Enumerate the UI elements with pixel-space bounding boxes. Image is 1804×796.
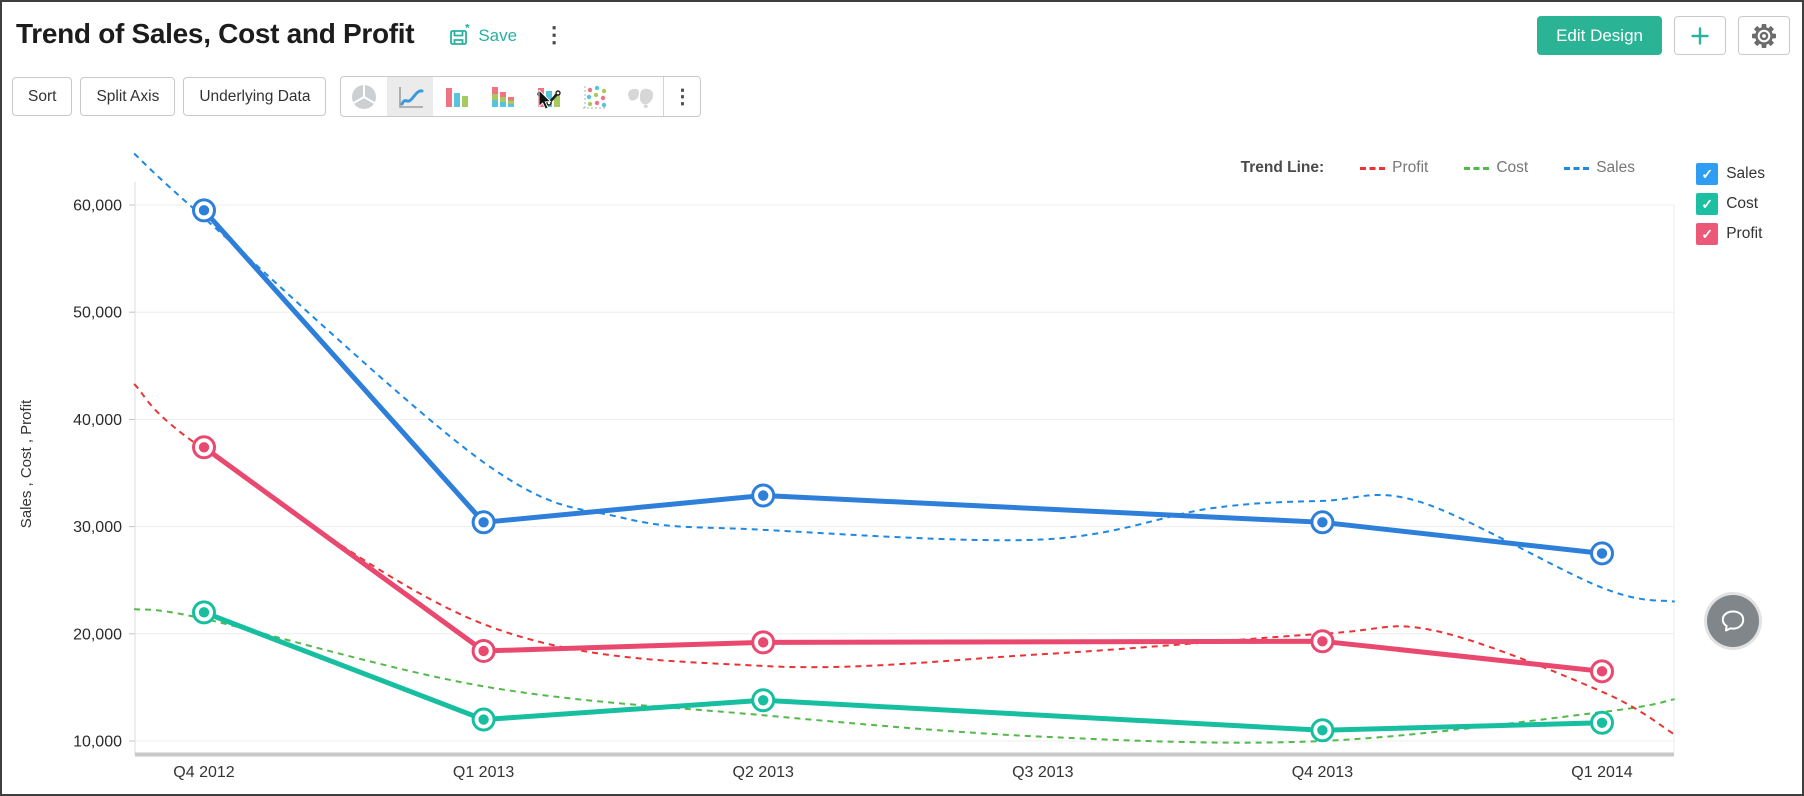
- save-label: Save: [478, 26, 518, 45]
- header-more-menu[interactable]: ⋮: [543, 22, 566, 47]
- trend-item-sales: Sales: [1564, 159, 1635, 177]
- data-point-sales[interactable]: [198, 205, 210, 216]
- series-profit: [192, 435, 1614, 684]
- trend-line-sales: [133, 152, 1675, 603]
- toolbar-divider: [663, 77, 665, 116]
- data-point-sales[interactable]: [1596, 548, 1608, 559]
- x-tick-label: Q3 2013: [1012, 764, 1073, 781]
- header: Trend of Sales, Cost and Profit * Save ⋮…: [2, 2, 1802, 68]
- x-tick-label: Q4 2013: [1292, 764, 1353, 781]
- legend-item-sales[interactable]: ✓ Sales: [1696, 163, 1765, 185]
- trend-item-profit: Profit: [1360, 159, 1428, 177]
- y-axis-title: Sales , Cost , Profit: [18, 399, 35, 528]
- data-point-profit[interactable]: [198, 442, 210, 453]
- chart-toolbar: Sort Split Axis Underlying Data: [12, 76, 702, 117]
- map-chart-icon[interactable]: [617, 77, 663, 116]
- cost-checkbox[interactable]: ✓: [1696, 193, 1719, 215]
- y-tick-label: 30,000: [73, 519, 122, 536]
- x-axis-labels: Q4 2012 Q1 2013 Q2 2013 Q3 2013 Q4 2013 Q1 20…: [173, 764, 1632, 781]
- split-axis-button[interactable]: Split Axis: [80, 77, 176, 116]
- legend-item-cost[interactable]: ✓ Cost: [1696, 193, 1765, 215]
- data-point-profit[interactable]: [758, 637, 769, 648]
- y-tick-label: 40,000: [73, 412, 122, 429]
- trend-line-chart[interactable]: 10,000 20,000 30,000 40,000 50,000 60,000 Q4 2…: [9, 152, 1799, 796]
- x-tick-label: Q2 2013: [733, 764, 794, 781]
- save-button[interactable]: * Save: [448, 24, 517, 48]
- combo-chart-icon[interactable]: [525, 77, 571, 116]
- add-button[interactable]: [1674, 16, 1726, 55]
- trend-line-label: Trend Line:: [1240, 159, 1325, 176]
- series-cost: [192, 600, 1614, 743]
- y-tick-label: 50,000: [73, 305, 122, 322]
- data-point-profit[interactable]: [478, 645, 489, 657]
- data-point-sales[interactable]: [478, 517, 489, 528]
- sales-checkbox[interactable]: ✓: [1696, 163, 1719, 185]
- sales-trend-swatch: [1564, 166, 1590, 170]
- series-legend: ✓ Sales ✓ Cost ✓ Profit: [1696, 163, 1765, 245]
- chart-type-more-menu[interactable]: ⋮: [672, 86, 693, 108]
- gear-icon: [1752, 23, 1776, 48]
- data-point-cost[interactable]: [478, 714, 489, 725]
- chat-bubble-icon: [1721, 610, 1745, 632]
- scatter-chart-icon[interactable]: [571, 77, 617, 116]
- edit-design-button[interactable]: Edit Design: [1537, 16, 1662, 55]
- plus-icon: [1691, 26, 1709, 45]
- y-tick-label: 20,000: [73, 626, 122, 643]
- header-actions: Edit Design: [1537, 16, 1790, 55]
- data-point-cost[interactable]: [1596, 717, 1608, 728]
- stacked-bar-chart-icon[interactable]: [479, 77, 525, 116]
- data-point-cost[interactable]: [758, 695, 769, 706]
- data-point-sales[interactable]: [758, 490, 769, 501]
- data-point-profit[interactable]: [1317, 636, 1328, 647]
- series-sales: [192, 198, 1614, 566]
- trend-item-cost: Cost: [1464, 159, 1528, 177]
- settings-button[interactable]: [1738, 16, 1790, 55]
- y-tick-label: 60,000: [73, 198, 122, 215]
- grid: 10,000 20,000 30,000 40,000 50,000 60,000: [73, 182, 1675, 755]
- y-tick-label: 10,000: [73, 734, 122, 751]
- data-point-cost[interactable]: [198, 607, 210, 618]
- data-point-sales[interactable]: [1317, 517, 1328, 528]
- pie-chart-icon[interactable]: [341, 77, 387, 116]
- line-chart-icon[interactable]: [387, 77, 434, 116]
- chart-type-switcher: ⋮: [340, 76, 702, 117]
- page-title: Trend of Sales, Cost and Profit: [16, 18, 415, 49]
- trend-line-profit: [133, 383, 1676, 736]
- sort-button[interactable]: Sort: [12, 77, 73, 116]
- bar-chart-icon[interactable]: [433, 77, 479, 116]
- data-point-profit[interactable]: [1596, 666, 1608, 677]
- chat-button[interactable]: [1707, 595, 1759, 647]
- x-tick-label: Q4 2012: [173, 764, 234, 781]
- save-icon: *: [450, 24, 470, 45]
- profit-trend-swatch: [1360, 166, 1386, 170]
- legend-item-profit[interactable]: ✓ Profit: [1696, 223, 1765, 245]
- x-tick-label: Q1 2014: [1571, 764, 1632, 781]
- svg-text:*: *: [465, 24, 470, 35]
- profit-checkbox[interactable]: ✓: [1696, 223, 1719, 245]
- data-point-cost[interactable]: [1317, 725, 1328, 736]
- x-tick-label: Q1 2013: [453, 764, 514, 781]
- trend-line-legend: Trend Line: Profit Cost Sales: [1241, 159, 1635, 177]
- cost-trend-swatch: [1464, 166, 1490, 170]
- underlying-data-button[interactable]: Underlying Data: [183, 77, 327, 116]
